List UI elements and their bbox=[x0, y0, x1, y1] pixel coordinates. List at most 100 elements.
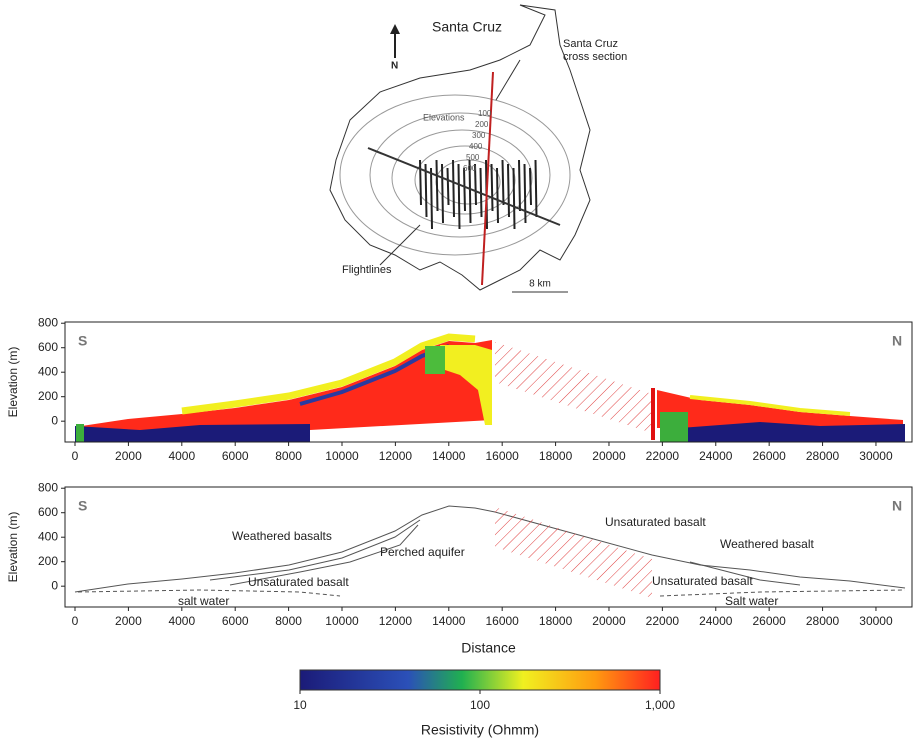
x-tick-label: 20000 bbox=[592, 614, 626, 628]
x-tick-label: 8000 bbox=[275, 449, 302, 463]
flightline bbox=[446, 167, 450, 206]
no-data-hatch bbox=[495, 507, 652, 598]
resistive-layer-n bbox=[657, 390, 903, 428]
flightline bbox=[507, 163, 510, 218]
x-tick-label: 30000 bbox=[859, 614, 893, 628]
leader bbox=[379, 224, 421, 266]
flightline bbox=[512, 167, 516, 230]
contour-label: 400 bbox=[469, 142, 483, 151]
y-tick-label: 200 bbox=[38, 389, 58, 403]
annotation: salt water bbox=[178, 594, 229, 608]
x-tick-label: 28000 bbox=[806, 449, 840, 463]
green-core bbox=[425, 346, 445, 374]
colorbar bbox=[299, 669, 661, 691]
cross-section-label: cross section bbox=[563, 51, 627, 63]
x-tick-label: 24000 bbox=[699, 449, 733, 463]
y-tick-label: 600 bbox=[38, 505, 58, 519]
yellow-layer-n bbox=[689, 395, 851, 416]
flightline bbox=[430, 167, 433, 230]
x-tick-label: 12000 bbox=[379, 449, 413, 463]
red-bar bbox=[651, 388, 655, 440]
flightline bbox=[419, 159, 422, 206]
y-tick-label: 200 bbox=[38, 554, 58, 568]
x-tick-label: 28000 bbox=[806, 614, 840, 628]
y-tick-label: 800 bbox=[38, 315, 58, 329]
x-tick-label: 2000 bbox=[115, 449, 142, 463]
leader bbox=[495, 59, 521, 101]
flightline bbox=[468, 159, 472, 224]
contour-label: 600 bbox=[463, 164, 477, 173]
annotation: Weathered basalts bbox=[232, 529, 332, 543]
x-tick-label: 16000 bbox=[485, 449, 519, 463]
x-axis-label: Distance bbox=[461, 640, 516, 656]
x-tick-label: 0 bbox=[72, 449, 79, 463]
side-label: N bbox=[892, 498, 902, 514]
x-tick-label: 14000 bbox=[432, 449, 466, 463]
y-tick-label: 600 bbox=[38, 340, 58, 354]
colorbar-label: Resistivity (Ohmm) bbox=[421, 722, 539, 738]
contour bbox=[369, 112, 551, 238]
x-tick-label: 12000 bbox=[379, 614, 413, 628]
x-tick-label: 2000 bbox=[115, 614, 142, 628]
flightline bbox=[496, 167, 499, 224]
x-tick-label: 6000 bbox=[222, 614, 249, 628]
flightline bbox=[534, 159, 538, 218]
x-tick-label: 24000 bbox=[699, 614, 733, 628]
flightline bbox=[424, 163, 428, 218]
x-tick-label: 18000 bbox=[539, 614, 573, 628]
annotation: Unsaturated basalt bbox=[652, 574, 753, 588]
flightline bbox=[441, 163, 444, 224]
flightline bbox=[523, 163, 527, 224]
contour-label: 200 bbox=[475, 120, 489, 129]
contour bbox=[391, 129, 533, 227]
north-label: N bbox=[391, 61, 398, 72]
x-tick-label: 8000 bbox=[275, 614, 302, 628]
flightline-diagonal bbox=[367, 147, 561, 226]
resistive-layer bbox=[75, 340, 492, 430]
x-tick-label: 16000 bbox=[485, 614, 519, 628]
y-tick-label: 400 bbox=[38, 364, 58, 378]
plot-frame bbox=[64, 486, 913, 608]
x-tick-label: 26000 bbox=[752, 614, 786, 628]
x-tick-label: 0 bbox=[72, 614, 79, 628]
flightline bbox=[452, 159, 455, 218]
contour bbox=[414, 145, 516, 215]
x-tick-label: 4000 bbox=[168, 614, 195, 628]
x-tick-label: 18000 bbox=[539, 449, 573, 463]
conductive-base-n bbox=[680, 422, 905, 442]
contour bbox=[339, 94, 571, 256]
colorbar-tick-label: 1,000 bbox=[645, 698, 675, 712]
annotation: Unsaturated basalt bbox=[605, 515, 706, 529]
flightline bbox=[463, 167, 466, 212]
green-patch bbox=[660, 412, 688, 442]
flightline bbox=[518, 159, 521, 212]
colorbar-tick-label: 10 bbox=[293, 698, 307, 712]
no-data-hatch bbox=[495, 342, 652, 433]
flightline bbox=[457, 163, 461, 230]
interpretation-section bbox=[74, 505, 906, 598]
contour-label: 100 bbox=[478, 109, 492, 118]
y-tick-label: 0 bbox=[51, 578, 58, 592]
y-axis-label: Elevation (m) bbox=[6, 512, 20, 583]
x-tick-label: 6000 bbox=[222, 449, 249, 463]
resistivity-section bbox=[75, 333, 905, 442]
flightline bbox=[529, 167, 532, 206]
layer-boundary bbox=[209, 519, 421, 581]
salt-interface bbox=[659, 589, 906, 597]
x-tick-label: 10000 bbox=[325, 449, 359, 463]
map bbox=[329, 4, 591, 293]
cross-section-line bbox=[481, 71, 494, 286]
x-tick-label: 22000 bbox=[646, 614, 680, 628]
side-label: N bbox=[892, 333, 902, 349]
island-outline bbox=[329, 4, 591, 291]
annotation: Unsaturated basalt bbox=[248, 575, 349, 589]
annotation: Perched aquifer bbox=[380, 545, 465, 559]
contour-label: 500 bbox=[466, 153, 480, 162]
flightline bbox=[501, 159, 505, 206]
flightline bbox=[474, 163, 477, 206]
layer-boundary bbox=[689, 561, 801, 586]
x-tick-label: 10000 bbox=[325, 614, 359, 628]
x-tick-label: 4000 bbox=[168, 449, 195, 463]
y-tick-label: 0 bbox=[51, 413, 58, 427]
